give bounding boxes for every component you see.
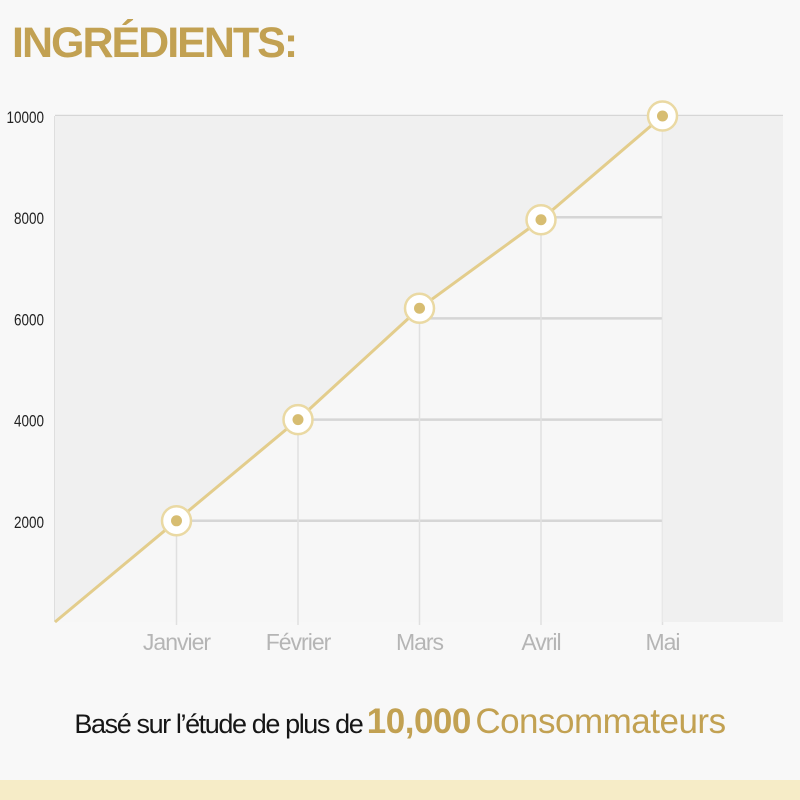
x-tick-label: Mai bbox=[645, 629, 679, 655]
x-tick-label: Mars bbox=[396, 629, 444, 655]
data-point-dot bbox=[535, 214, 547, 226]
x-axis-ticks: Janvier Février Mars Avril Mai bbox=[143, 629, 681, 655]
page-title: INGRÉDIENTS: bbox=[12, 19, 298, 67]
caption-prefix: Basé sur l’étude de plus de bbox=[74, 709, 363, 739]
footer-band bbox=[0, 780, 800, 800]
y-tick-label: 10000 bbox=[7, 108, 45, 127]
x-tick-label: Février bbox=[266, 629, 332, 655]
study-caption: Basé sur l’étude de plus de 10,000 Conso… bbox=[0, 704, 800, 739]
series-line bbox=[54, 114, 664, 624]
shaded-region-left bbox=[55, 116, 663, 622]
x-tick-label: Janvier bbox=[143, 629, 211, 655]
y-tick-label: 8000 bbox=[14, 209, 44, 228]
caption-number: 10,000 bbox=[366, 702, 472, 741]
chart-series bbox=[54, 114, 664, 624]
y-axis-ticks: 2000 4000 6000 8000 10000 bbox=[7, 108, 45, 532]
caption-suffix: Consommateurs bbox=[475, 702, 726, 741]
y-tick-label: 2000 bbox=[14, 513, 44, 532]
shaded-region-right bbox=[662, 116, 783, 622]
chart-points bbox=[160, 100, 679, 537]
y-tick-label: 6000 bbox=[14, 310, 44, 329]
data-point-dot bbox=[657, 110, 668, 122]
data-point-dot bbox=[171, 515, 182, 527]
chart-area bbox=[55, 116, 783, 622]
data-point-dot bbox=[292, 414, 304, 426]
y-tick-label: 4000 bbox=[14, 412, 44, 431]
data-point-dot bbox=[414, 302, 425, 314]
x-tick-label: Avril bbox=[521, 629, 560, 655]
